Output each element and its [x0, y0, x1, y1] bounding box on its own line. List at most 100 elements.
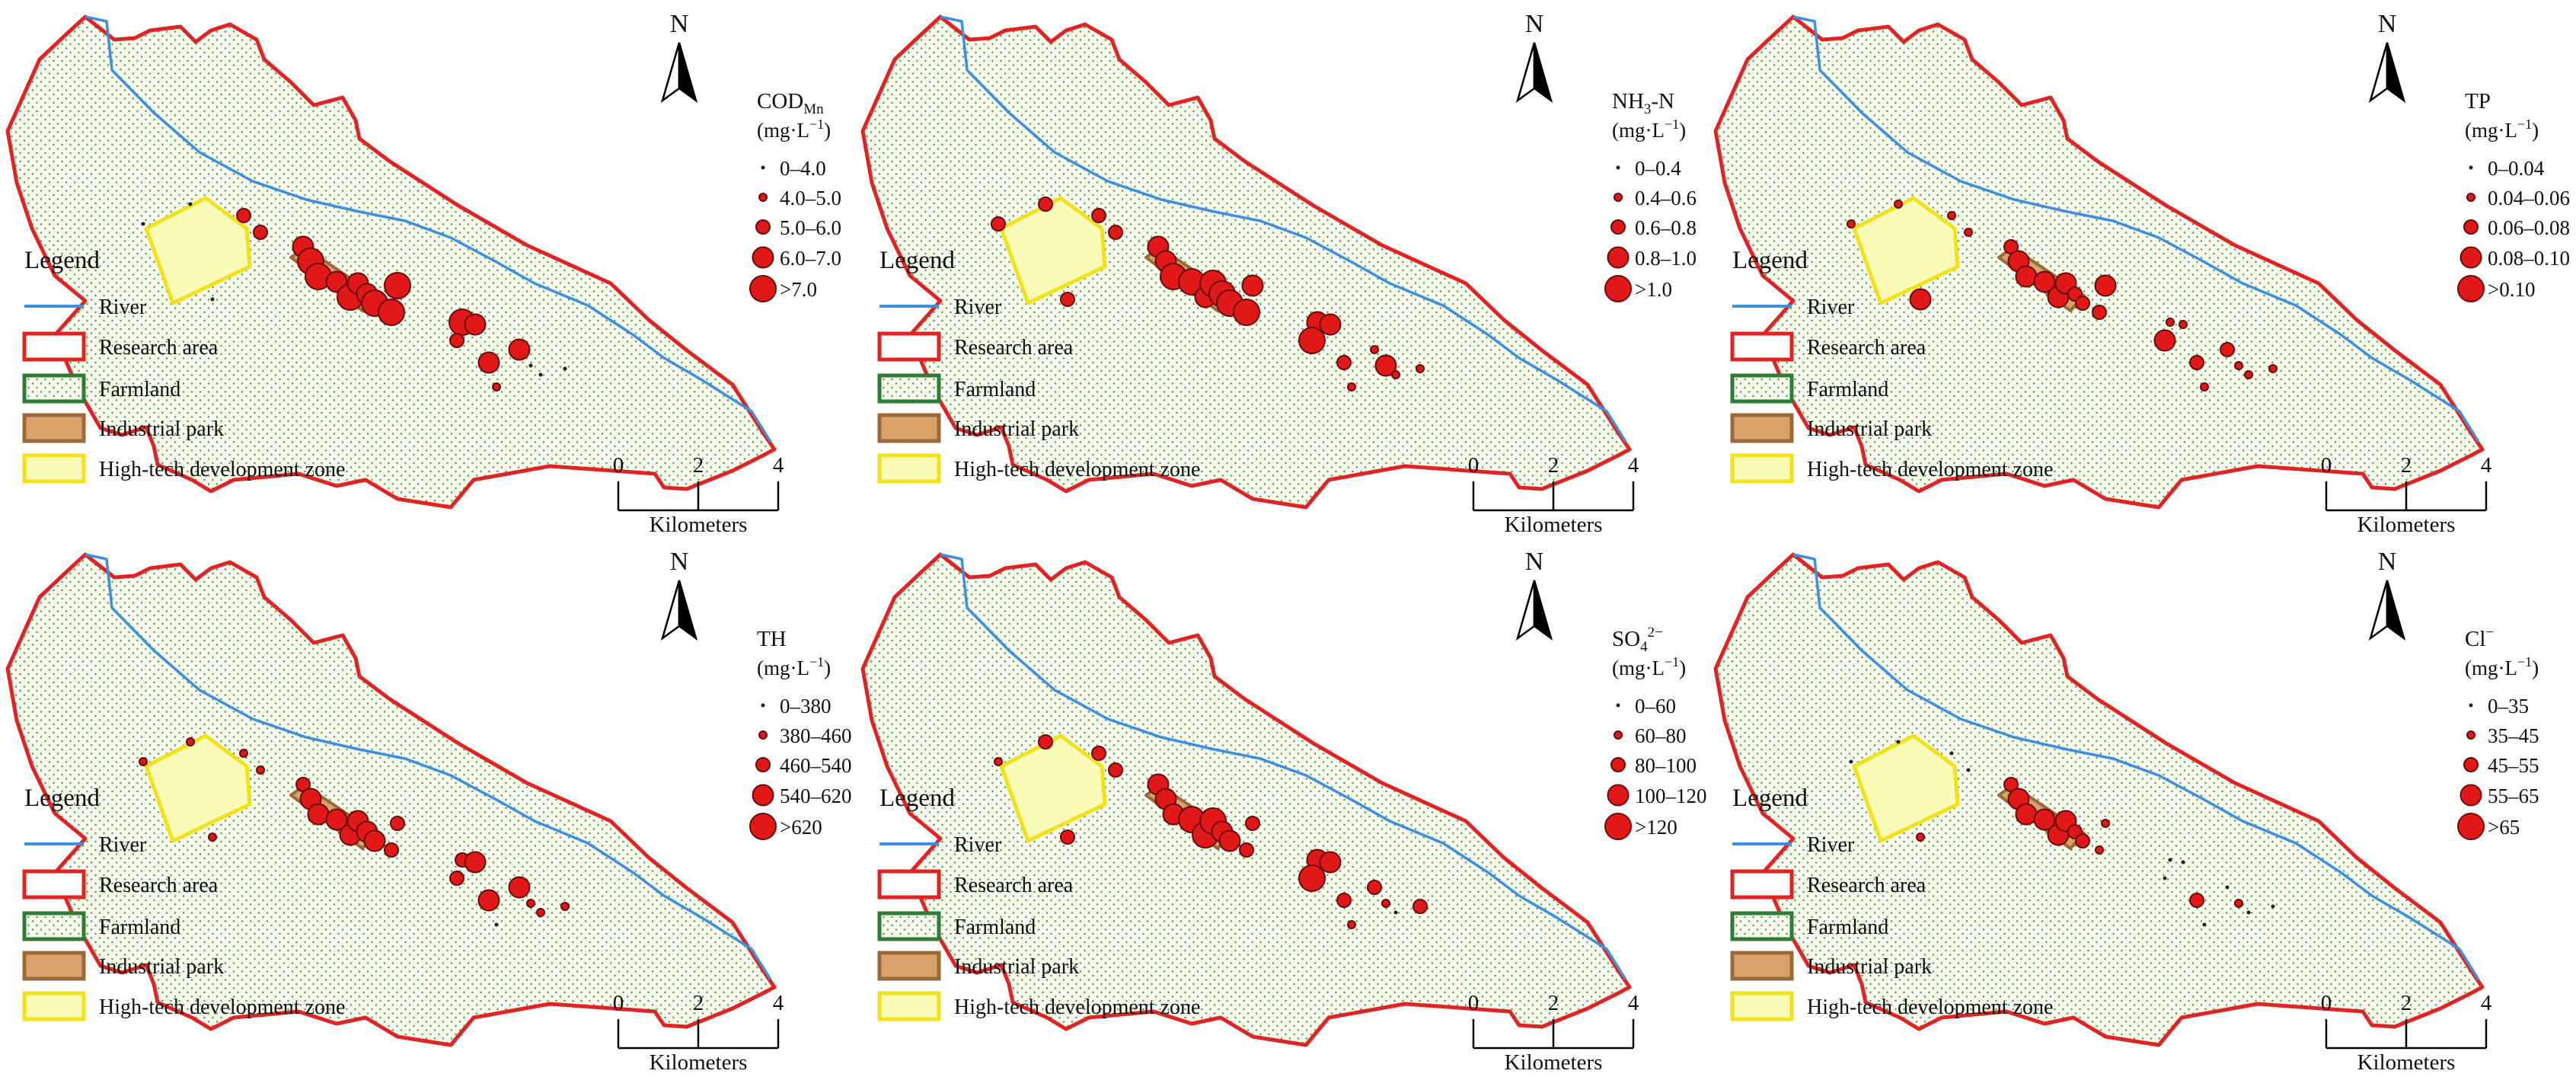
- river-line: [85, 553, 772, 980]
- legend-farmland-swatch: [1730, 373, 1794, 404]
- legend-research-swatch: [22, 869, 86, 900]
- class-symbol: [1607, 246, 1630, 269]
- class-symbol: [1614, 730, 1623, 740]
- class-symbol: [2459, 784, 2482, 807]
- sample-point: [1091, 746, 1106, 761]
- sample-point: [526, 899, 535, 908]
- class-symbol: [2459, 246, 2482, 269]
- scale-bar: 0 2 4 Kilometers: [2321, 991, 2492, 1075]
- river-line: [1792, 553, 2480, 980]
- scale-tick-label: 0: [1468, 991, 1480, 1015]
- sample-point: [1060, 292, 1075, 307]
- sample-point: [378, 299, 405, 326]
- map-legend: Legend River Research area Farmland Industri…: [1730, 785, 2053, 1021]
- parameter-legend: TH (mg·L−1) 0–380 380–460 460–540 540–620 >620: [749, 627, 852, 840]
- class-label: 35–45: [2488, 724, 2539, 747]
- sample-point: [492, 382, 501, 391]
- class-label: 0–0.4: [1635, 157, 1681, 180]
- class-symbol: [2466, 193, 2475, 202]
- class-symbol: [755, 757, 771, 772]
- scale-tick-label: 2: [693, 453, 704, 478]
- class-label: >65: [2488, 816, 2520, 839]
- scale-tick-label: 0: [1468, 453, 1480, 478]
- north-arrow-icon: N: [1515, 548, 1553, 641]
- sample-point: [477, 351, 500, 374]
- legend-hightech-swatch: [1730, 453, 1794, 484]
- legend-industrial-label: Industrial park: [954, 955, 1079, 979]
- sample-point: [1391, 370, 1400, 379]
- sample-point: [363, 829, 386, 852]
- class-label: 0–0.04: [2488, 157, 2545, 180]
- class-label: >0.10: [2488, 278, 2535, 301]
- sample-point: [1038, 734, 1053, 749]
- class-label: 0.08–0.10: [2488, 247, 2570, 270]
- sample-point: [2200, 382, 2209, 391]
- class-label: 0.06–0.08: [2488, 216, 2570, 239]
- scale-unit-label: Kilometers: [2357, 1050, 2456, 1075]
- legend-hightech-label: High-tech development zone: [1807, 458, 2053, 481]
- scale-tick-label: 4: [1628, 453, 1639, 478]
- legend-industrial-label: Industrial park: [99, 955, 224, 979]
- sample-point: [2234, 361, 2243, 370]
- legend-farmland-label: Farmland: [1807, 378, 1888, 401]
- legend-hightech-label: High-tech development zone: [99, 458, 345, 481]
- scale-tick-label: 4: [773, 991, 784, 1015]
- class-symbol: [761, 165, 765, 170]
- scale-tick-label: 0: [2321, 991, 2332, 1015]
- sample-point: [2092, 305, 2107, 320]
- sample-point: [208, 833, 217, 842]
- scale-tick-label: 2: [693, 991, 704, 1015]
- legend-research-label: Research area: [99, 336, 219, 360]
- legend-hightech-label: High-tech development zone: [99, 996, 345, 1019]
- legend-title: Legend: [879, 247, 955, 274]
- sample-point: [1947, 211, 1956, 220]
- class-label: >620: [780, 816, 822, 839]
- legend-hightech-swatch: [22, 991, 86, 1021]
- legend-industrial-label: Industrial park: [954, 417, 1079, 441]
- legend-title: Legend: [1732, 785, 1808, 812]
- legend-hightech-swatch: [1730, 991, 1794, 1021]
- sample-point: [141, 222, 145, 226]
- sample-point: [1108, 225, 1123, 240]
- legend-industrial-swatch: [877, 413, 941, 443]
- legend-research-label: Research area: [954, 336, 1074, 360]
- class-symbol: [1604, 813, 1632, 840]
- high-tech-zone: [144, 733, 252, 843]
- legend-research-label: Research area: [99, 874, 219, 897]
- class-symbol: [761, 703, 765, 708]
- legend-river-label: River: [1807, 833, 1855, 857]
- class-symbol: [2463, 757, 2479, 772]
- class-symbol: [1607, 784, 1630, 807]
- class-label: 0–35: [2488, 695, 2529, 717]
- parameter-unit: (mg·L−1): [1612, 117, 1686, 142]
- research-area-boundary: [860, 552, 1632, 1047]
- sample-point: [1949, 751, 1954, 756]
- legend-hightech-label: High-tech development zone: [954, 996, 1200, 1019]
- sample-point: [464, 851, 487, 874]
- legend-farmland-swatch: [22, 911, 86, 941]
- parameter-title: SO42−: [1612, 625, 1663, 655]
- legend-farmland-swatch: [22, 373, 86, 404]
- sample-point: [1298, 864, 1326, 892]
- north-label: N: [670, 548, 689, 576]
- legend-industrial-swatch: [1730, 413, 1794, 443]
- legend-farmland-swatch: [1730, 911, 1794, 941]
- sample-point: [449, 871, 464, 886]
- sample-point: [390, 816, 405, 831]
- sample-point: [2189, 893, 2204, 908]
- parameter-legend: CODMn(mg·L−1) 0–4.0 4.0–5.0 5.0–6.0 6.0–7.0 >…: [749, 89, 841, 302]
- legend-river-label: River: [99, 833, 147, 857]
- north-arrow-icon: N: [660, 10, 698, 104]
- class-symbol: [1610, 757, 1626, 772]
- parameter-legend: Cl− (mg·L−1) 0–35 35–45 45–55 55–65 >65: [2457, 625, 2539, 840]
- sample-point: [2179, 320, 2188, 329]
- sample-point: [139, 757, 148, 766]
- scale-tick-label: 0: [2321, 453, 2332, 478]
- parameter-title: NH3-N: [1612, 89, 1674, 117]
- sample-point: [1319, 313, 1342, 336]
- river-line: [1792, 15, 2480, 443]
- scale-tick-label: 4: [773, 453, 784, 478]
- sample-point: [186, 737, 195, 746]
- legend-industrial-label: Industrial park: [1807, 417, 1932, 441]
- sample-point: [1336, 355, 1352, 370]
